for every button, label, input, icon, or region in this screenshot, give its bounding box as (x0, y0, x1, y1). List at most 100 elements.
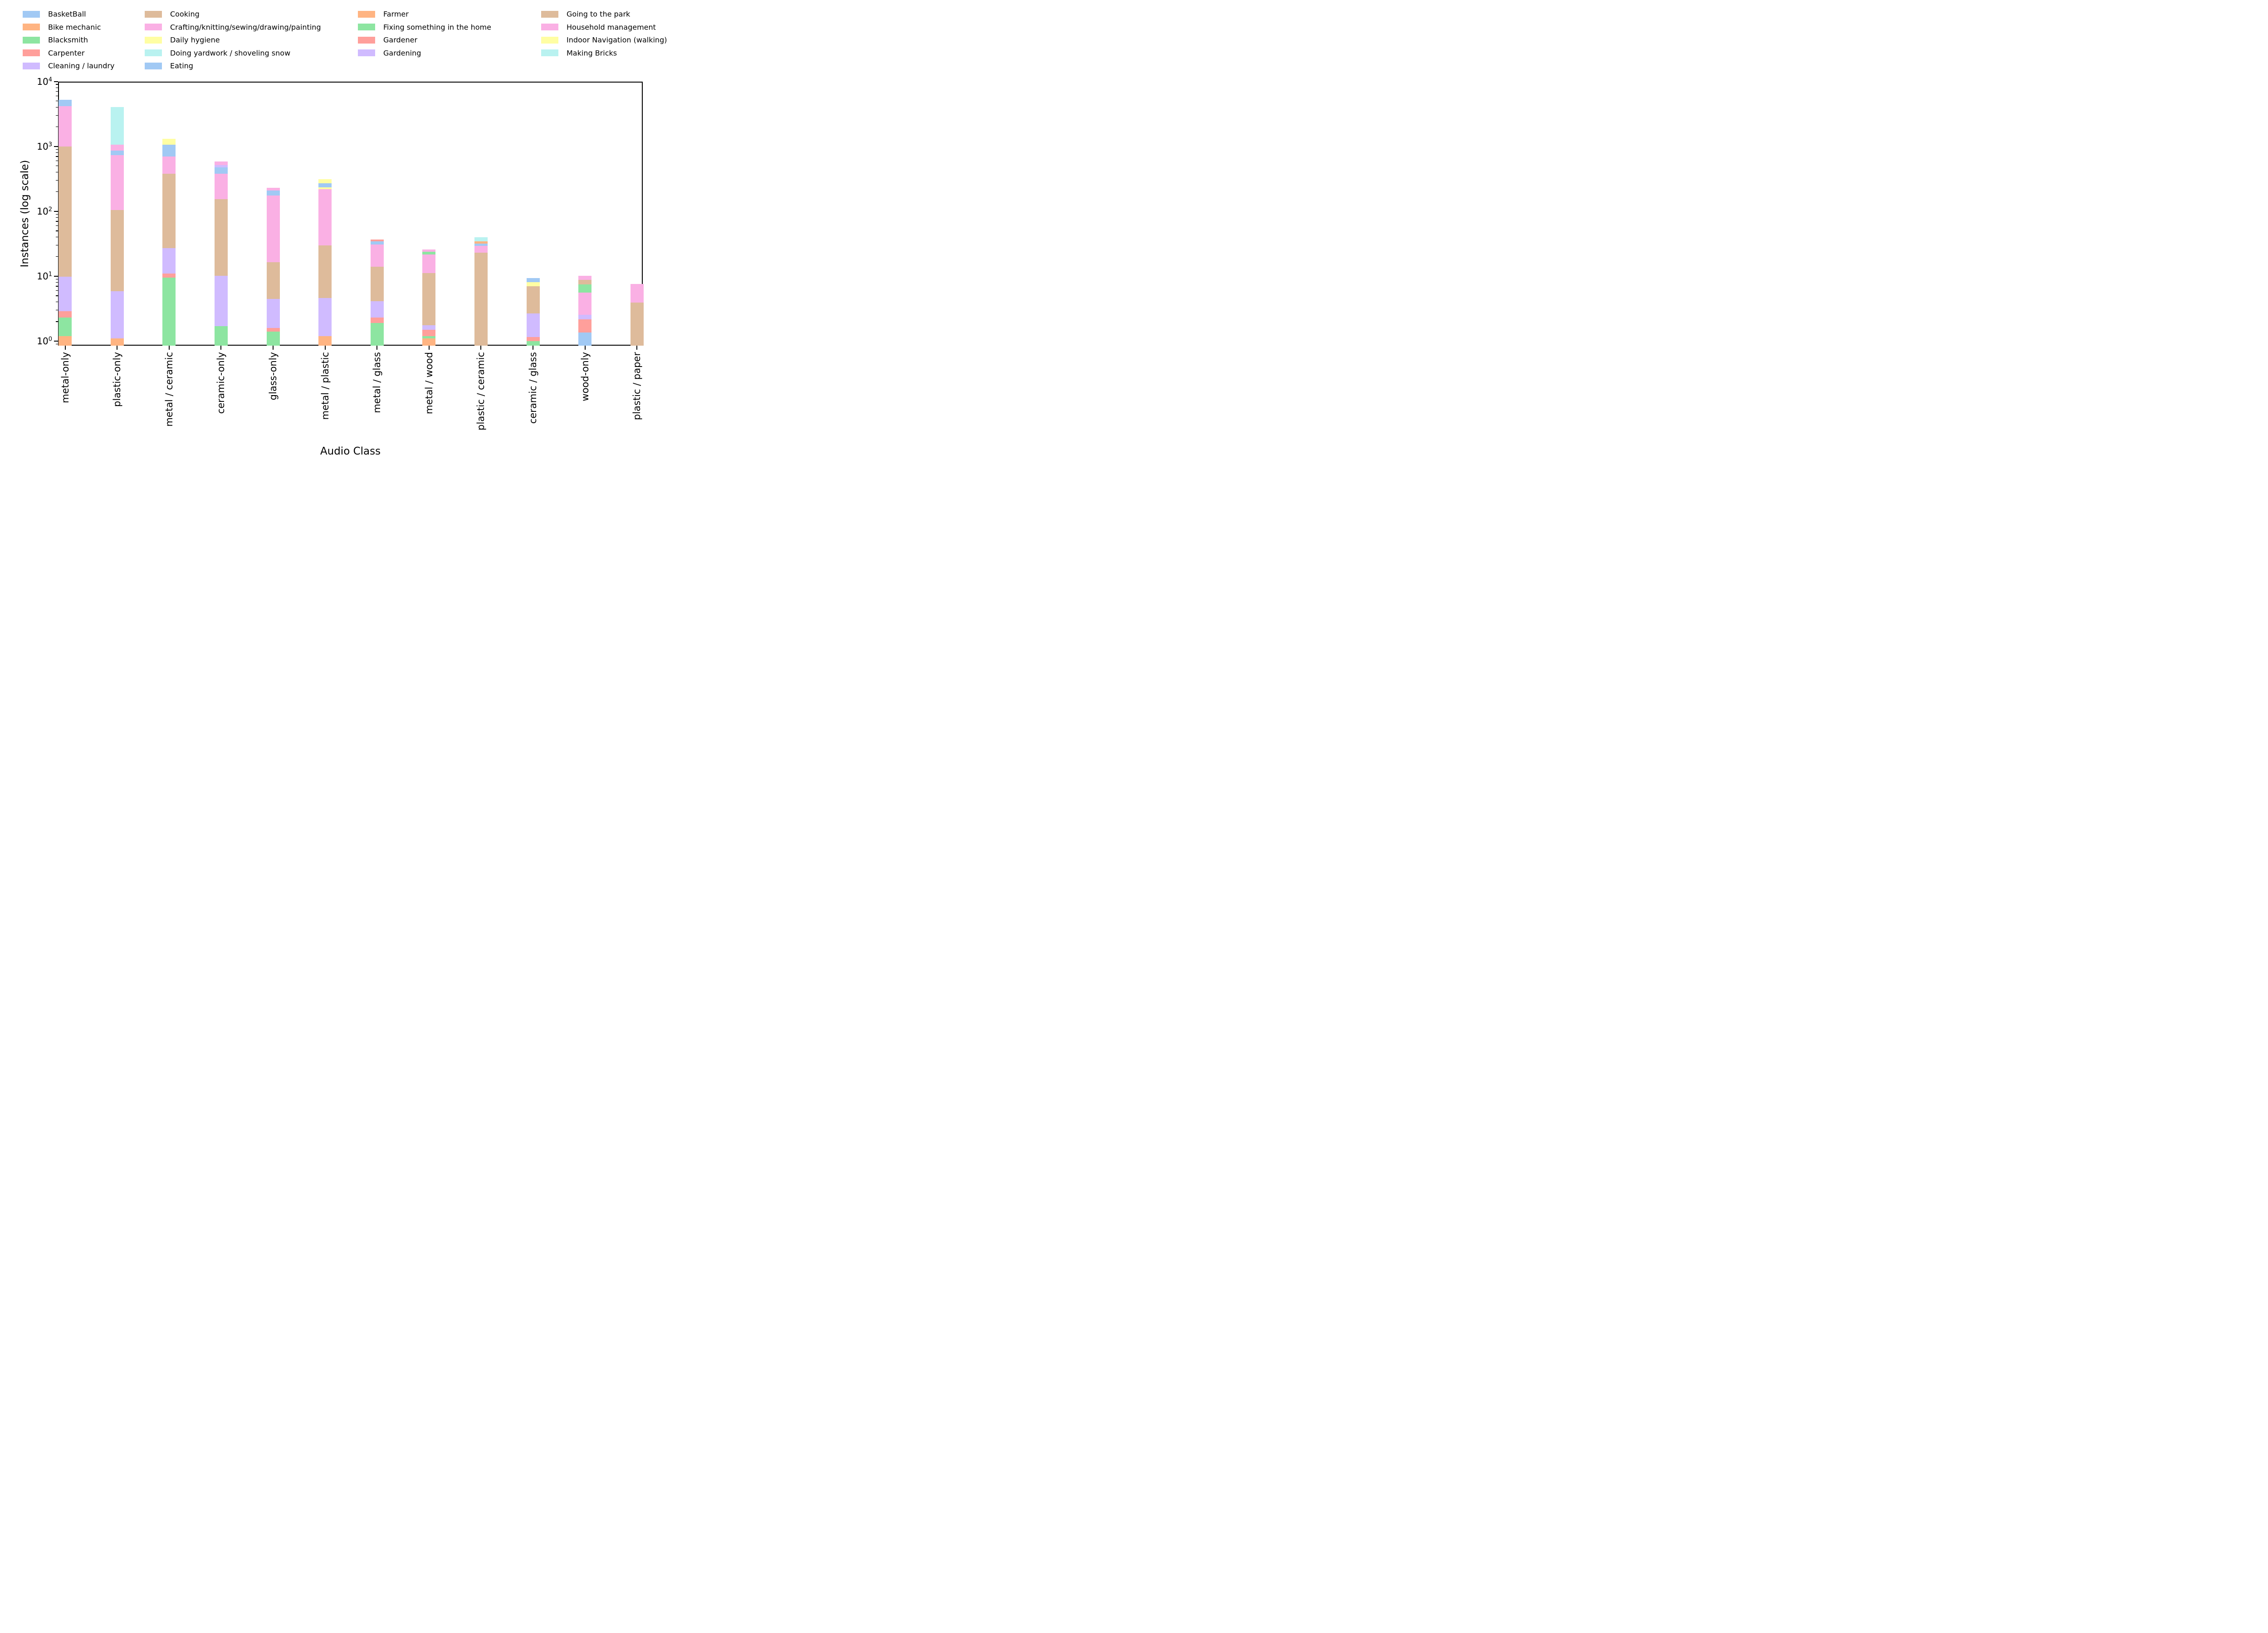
bar-segment (318, 179, 332, 183)
legend-label: Doing yardwork / shoveling snow (170, 49, 291, 58)
bar-segment (422, 251, 436, 254)
legend-label: Household management (567, 23, 656, 32)
legend-label: Daily hygiene (170, 35, 220, 44)
bar-segment (318, 336, 332, 346)
bar-segment (578, 284, 592, 293)
bar-segment (318, 183, 332, 187)
bar-segment (214, 165, 228, 167)
legend-label: BasketBall (48, 10, 86, 19)
legend-label: Indoor Navigation (walking) (567, 35, 667, 44)
legend-swatch (23, 49, 40, 57)
legend-label: Gardening (383, 49, 421, 58)
bar-segment (370, 301, 384, 318)
bar-segment (59, 311, 72, 318)
bar-segment (370, 239, 384, 241)
x-tick-label: glass-only (268, 352, 279, 401)
bar-segment (266, 188, 280, 191)
legend-swatch (358, 10, 375, 18)
legend-label: Fixing something in the home (383, 23, 491, 32)
bar-segment (110, 150, 124, 156)
legend-label: Eating (170, 61, 193, 70)
stacked-bar-chart: BasketBall Bike mechanic Blacksmith Carpent… (0, 0, 701, 467)
bar-segment (474, 237, 488, 241)
bar-segment (59, 276, 72, 311)
x-major-tick (64, 346, 66, 350)
bar-segment (162, 139, 176, 145)
x-tick-label: metal / glass (371, 352, 383, 413)
legend-swatch (541, 10, 558, 18)
legend-swatch (23, 62, 40, 69)
x-axis-title: Audio Class (320, 445, 381, 457)
bar-segment (214, 161, 228, 165)
x-major-tick (324, 346, 326, 350)
legend-swatch (145, 36, 162, 44)
y-minor-tick (56, 91, 58, 92)
bar-segment (422, 254, 436, 274)
x-major-tick (480, 346, 482, 350)
bar-segment (59, 336, 72, 346)
legend-swatch (541, 24, 558, 31)
legend-swatch (23, 24, 40, 31)
bar-segment (630, 284, 644, 303)
bar-segment (266, 191, 280, 196)
legend-label: Going to the park (567, 10, 631, 19)
x-tick-label: ceramic-only (215, 352, 227, 414)
bar-segment (578, 280, 592, 285)
bar-segment (318, 189, 332, 246)
legend-label: Farmer (383, 10, 409, 19)
bar-segment (59, 318, 72, 336)
x-tick-label: plastic / paper (631, 352, 643, 420)
y-minor-tick (56, 290, 58, 291)
bar-segment (422, 325, 436, 330)
y-tick-label: 100 (37, 336, 52, 347)
bar-segment (526, 341, 540, 346)
x-tick-label: plastic-only (112, 352, 123, 407)
x-tick-label: metal / wood (423, 352, 435, 414)
x-tick-label: metal / plastic (319, 352, 331, 420)
bar-segment (214, 167, 228, 174)
bar-segment (422, 336, 436, 339)
bar-segment (526, 282, 540, 286)
bar-segment (526, 337, 540, 341)
y-major-tick (54, 275, 58, 277)
bar-segment (370, 267, 384, 302)
legend-label: Carpenter (48, 49, 85, 58)
legend-swatch (23, 36, 40, 44)
x-major-tick (428, 346, 430, 350)
x-tick-label: metal-only (59, 352, 71, 403)
y-major-tick (54, 81, 58, 82)
bar-segment (318, 245, 332, 298)
y-major-tick (54, 210, 58, 212)
bar-segment (110, 155, 124, 210)
bar-segment (578, 332, 592, 346)
bar-segment (578, 293, 592, 315)
y-minor-tick (56, 107, 58, 108)
x-tick-label: ceramic / glass (528, 352, 538, 424)
bar-segment (474, 246, 488, 253)
legend-label: Making Bricks (567, 49, 617, 58)
legend-label: Cooking (170, 10, 200, 19)
bar-segment (370, 241, 384, 244)
bar-segment (318, 187, 332, 190)
y-minor-tick (56, 225, 58, 226)
bar-segment (110, 338, 124, 346)
bar-segment (526, 313, 540, 337)
bar-segment (526, 286, 540, 314)
legend-swatch (541, 36, 558, 44)
y-minor-tick (56, 282, 58, 283)
plot-area (58, 82, 643, 346)
y-tick-label: 103 (37, 141, 52, 152)
bar-segment (266, 195, 280, 262)
y-axis-title: Instances (log scale) (19, 160, 31, 268)
bar-segment (474, 253, 488, 346)
bar-segment (110, 107, 124, 145)
y-minor-tick (56, 191, 58, 192)
bar-segment (474, 244, 488, 246)
x-major-tick (376, 346, 378, 350)
bar-segment (110, 210, 124, 291)
bar-segment (214, 275, 228, 326)
y-minor-tick (56, 295, 58, 296)
bar-segment (162, 248, 176, 274)
legend-swatch (145, 62, 162, 69)
legend-swatch (358, 24, 375, 31)
